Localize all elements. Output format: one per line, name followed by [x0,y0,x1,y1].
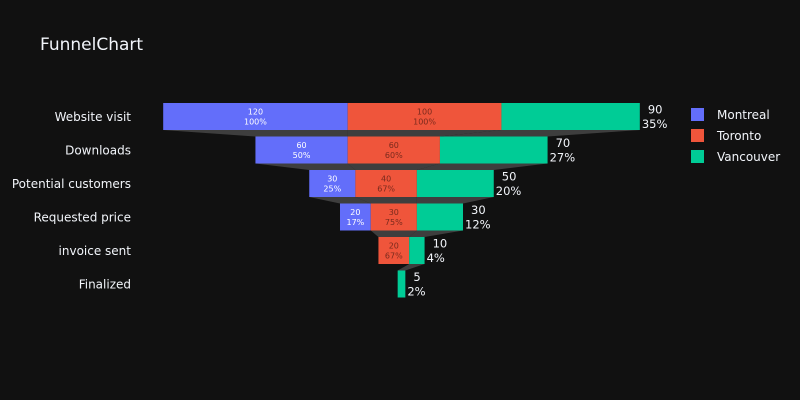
connector-vancouver-3 [416,197,494,204]
value-label-vancouver-requested-price: 30 [471,203,486,217]
bar-vancouver-website-visit [501,103,640,130]
value-label-vancouver-website-visit: 90 [648,103,663,117]
value-label-vancouver-potential-customers: 50 [502,170,517,184]
value-label-montreal-requested-price: 20 [350,208,360,217]
category-label-website-visit: Website visit [55,110,132,124]
legend-label-vancouver: Vancouver [717,150,780,164]
connector-toronto-4 [370,230,417,237]
value-label-toronto-website-visit: 100 [417,108,432,117]
legend-swatch-montreal [691,108,704,121]
connector-vancouver-1 [439,130,640,137]
percent-label-montreal-requested-price: 17% [346,218,364,227]
connector-vancouver-4 [409,230,463,237]
bar-vancouver-downloads [439,136,548,164]
legend-label-montreal: Montreal [717,108,770,122]
category-label-downloads: Downloads [65,144,131,158]
funnel-connectors [163,130,640,271]
bar-montreal-website-visit [163,103,348,130]
value-label-toronto-potential-customers: 40 [381,175,391,184]
percent-label-toronto-requested-price: 75% [385,218,403,227]
bar-vancouver-invoice-sent [409,237,425,264]
legend-swatch-vancouver [691,150,704,163]
category-label-potential-customers: Potential customers [12,177,131,191]
chart-title: FunnelChart [40,35,143,55]
category-labels: Website visit Downloads Potential customer… [12,110,131,292]
percent-label-vancouver-finalized: 2% [407,285,425,299]
connector-vancouver-5 [397,264,425,271]
bar-montreal-potential-customers [309,170,356,197]
percent-label-toronto-invoice-sent: 67% [385,252,403,261]
value-label-vancouver-invoice-sent: 10 [433,237,448,251]
bar-toronto-invoice-sent [378,237,410,264]
value-label-toronto-downloads: 60 [389,141,399,150]
percent-label-montreal-website-visit: 100% [244,118,267,127]
bar-toronto-downloads [347,136,440,164]
connector-montreal-2 [255,163,356,170]
connector-toronto-3 [355,197,417,204]
value-label-vancouver-downloads: 70 [556,136,571,150]
bar-vancouver-potential-customers [416,170,494,197]
connector-vancouver-2 [416,163,548,170]
funnel-bars: 120100%100100%9035%6050%6060%7027%3025%4… [163,103,667,299]
percent-label-vancouver-requested-price: 12% [465,218,491,232]
bar-montreal-downloads [255,136,348,164]
bar-toronto-website-visit [347,103,502,130]
legend[interactable]: Montreal Toronto Vancouver [691,108,780,164]
legend-swatch-toronto [691,129,704,142]
percent-label-vancouver-potential-customers: 20% [496,184,522,198]
percent-label-toronto-downloads: 60% [385,151,403,160]
legend-item-vancouver[interactable]: Vancouver [691,150,780,164]
value-label-vancouver-finalized: 5 [413,270,420,284]
connector-toronto-1 [347,130,502,137]
value-label-toronto-invoice-sent: 20 [389,242,399,251]
legend-item-montreal[interactable]: Montreal [691,108,770,122]
percent-label-toronto-website-visit: 100% [413,118,436,127]
category-label-requested-price: Requested price [34,211,131,225]
category-label-finalized: Finalized [79,278,131,292]
connector-toronto-2 [347,163,440,170]
value-label-toronto-requested-price: 30 [389,208,399,217]
percent-label-vancouver-downloads: 27% [550,151,576,165]
percent-label-vancouver-website-visit: 35% [642,117,668,131]
percent-label-montreal-potential-customers: 25% [323,185,341,194]
connector-montreal-3 [309,197,371,204]
bar-vancouver-requested-price [416,203,464,231]
connector-montreal-1 [163,130,348,137]
bar-vancouver-finalized [397,270,406,298]
legend-item-toronto[interactable]: Toronto [691,129,761,143]
bar-toronto-requested-price [370,203,417,231]
value-label-montreal-website-visit: 120 [248,108,263,117]
percent-label-montreal-downloads: 50% [293,151,311,160]
percent-label-vancouver-invoice-sent: 4% [427,251,445,265]
bar-montreal-requested-price [340,203,371,231]
value-label-montreal-downloads: 60 [296,141,306,150]
bar-toronto-potential-customers [355,170,417,197]
percent-label-toronto-potential-customers: 67% [377,185,395,194]
value-label-montreal-potential-customers: 30 [327,175,337,184]
legend-label-toronto: Toronto [716,129,761,143]
category-label-invoice-sent: invoice sent [59,244,132,258]
